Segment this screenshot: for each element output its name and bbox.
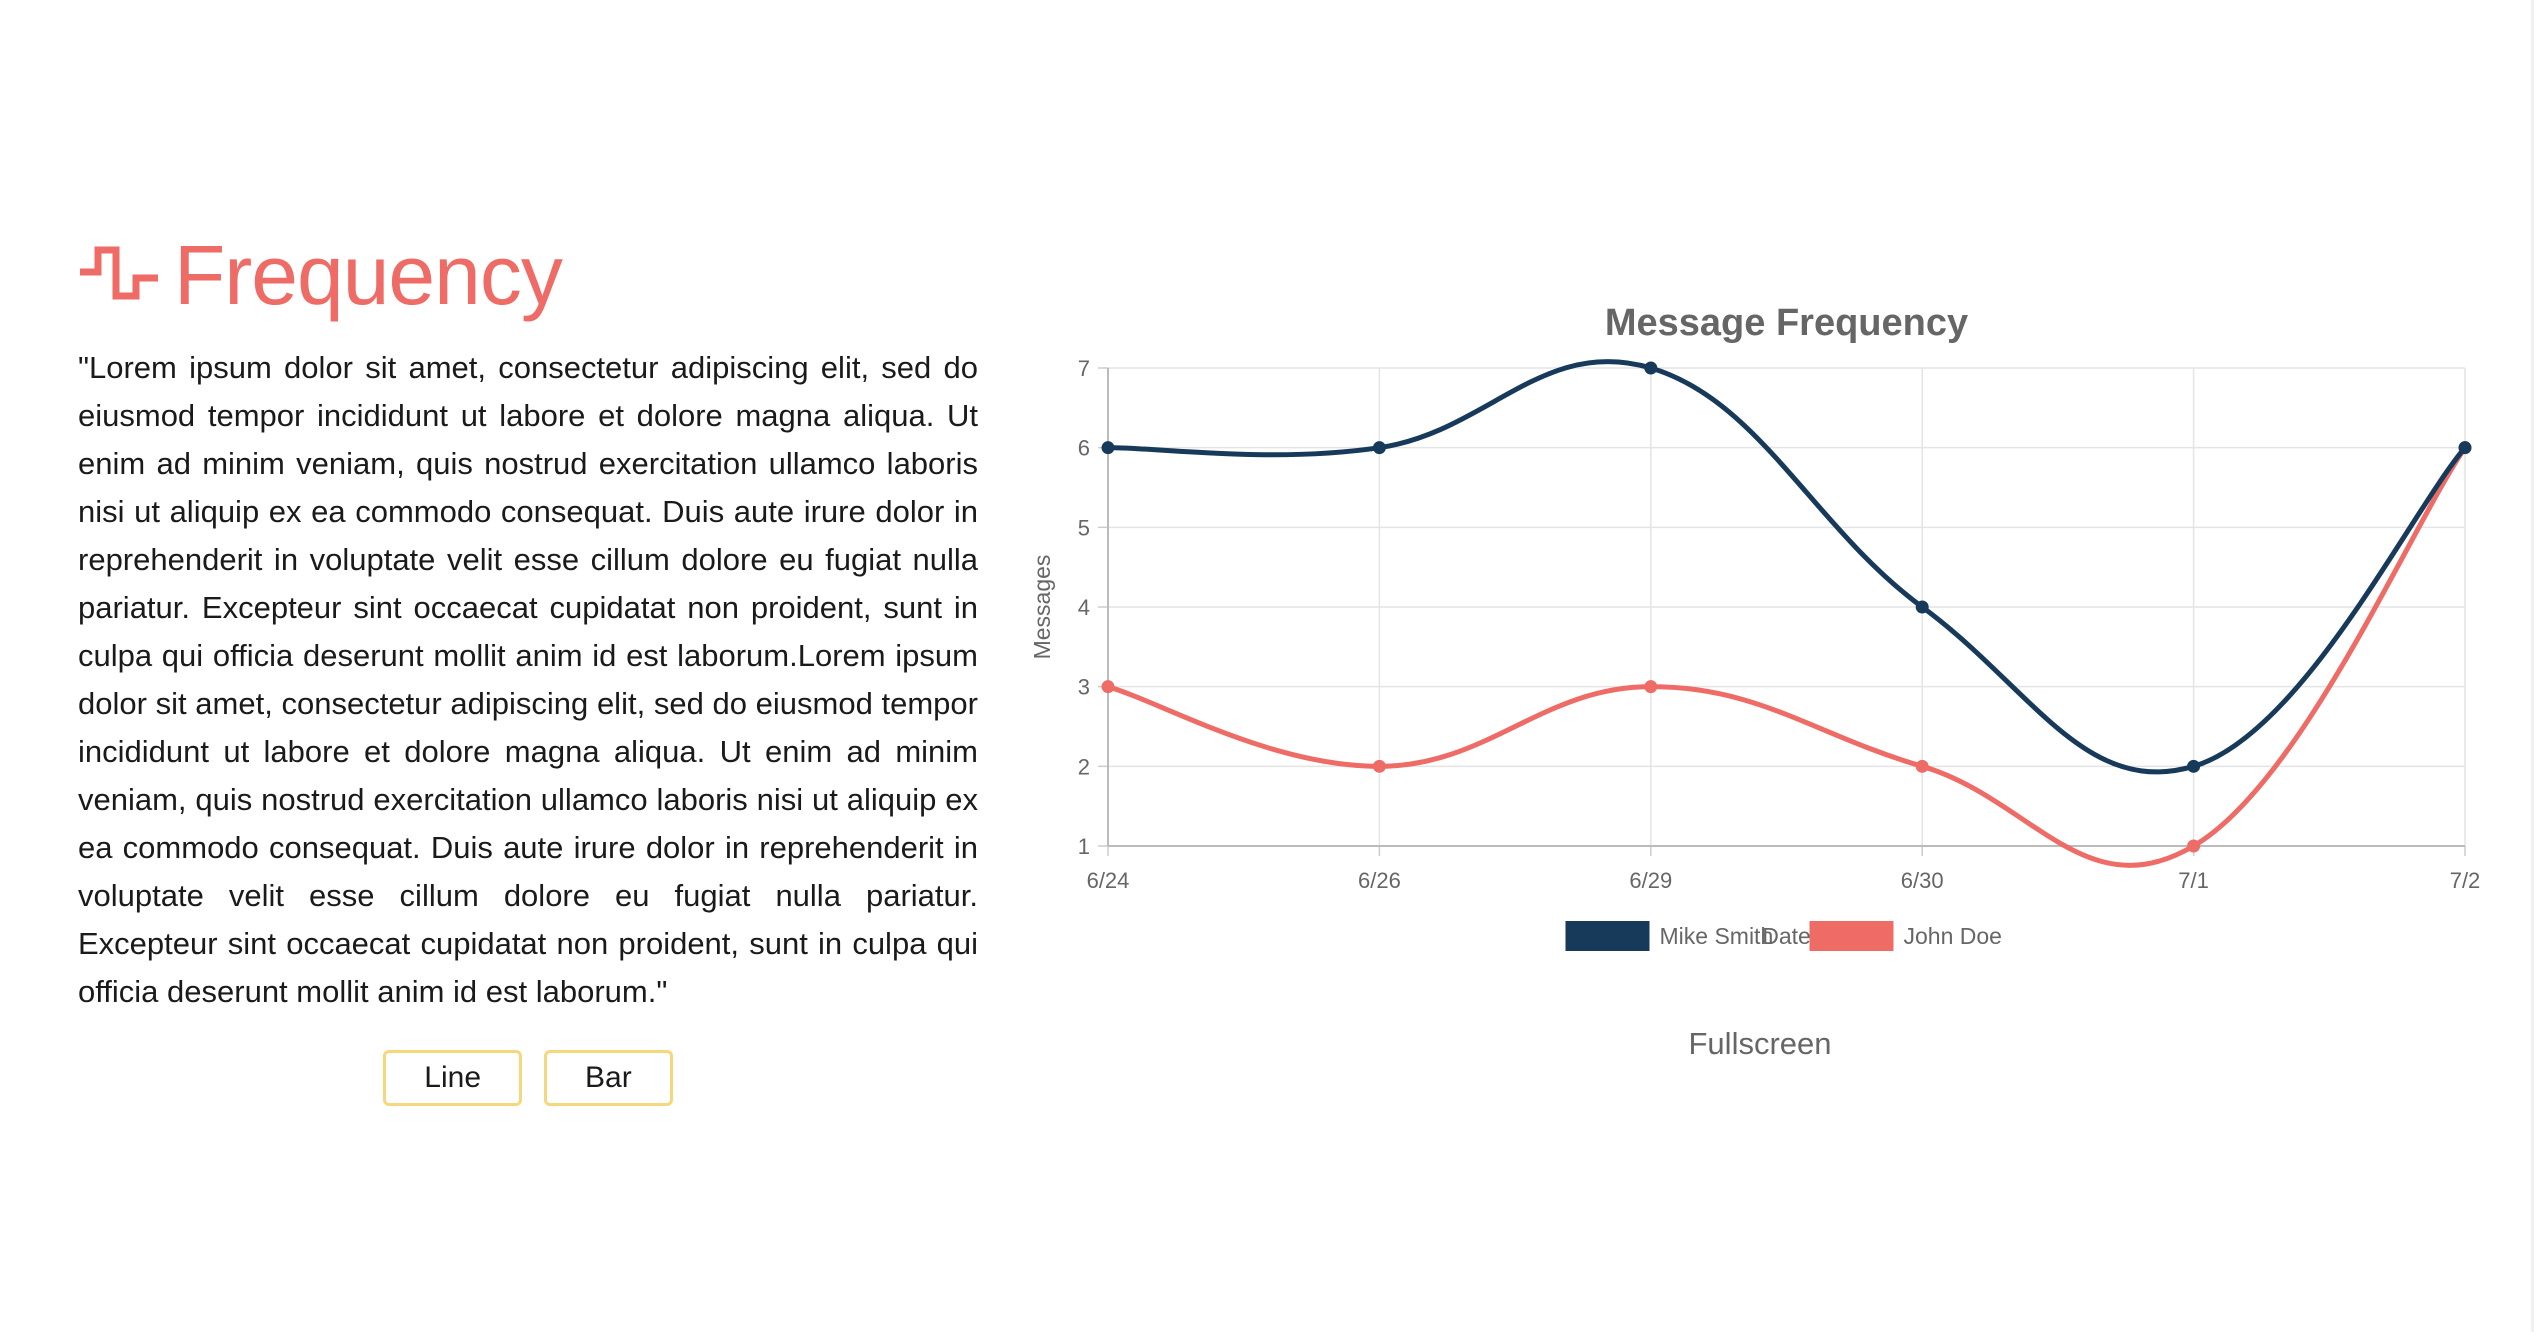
chart-container: Message Frequency 1 2 3 4 5 6 7 6/24 6/26 6/29 6/30…: [1010, 280, 2510, 1100]
scrollbar-edge: [2531, 0, 2534, 1332]
legend-label-mike-smith: Mike Smith: [1660, 923, 1774, 949]
chart-title: Message Frequency: [1605, 302, 1968, 344]
line-button[interactable]: Line: [383, 1050, 523, 1106]
x-tick-label: 7/2: [2450, 868, 2481, 893]
data-point-john-doe: [1372, 759, 1386, 773]
y-axis-label: Messages: [1029, 555, 1055, 660]
series-line-john-doe: [1107, 446, 2468, 868]
y-tick-label: 5: [1078, 515, 1090, 540]
data-point-mike-smith: [1101, 441, 1115, 455]
data-point-john-doe: [1644, 680, 1658, 694]
x-tick-label: 6/29: [1629, 868, 1672, 893]
data-point-john-doe: [1101, 680, 1115, 694]
bar-button[interactable]: Bar: [544, 1050, 673, 1106]
y-tick-label: 2: [1078, 754, 1090, 779]
data-point-john-doe: [2187, 839, 2201, 853]
data-point-mike-smith: [1915, 600, 1929, 614]
series-line-mike-smith: [1107, 359, 2467, 775]
section-heading: Frequency: [78, 220, 978, 330]
data-point-mike-smith: [1372, 441, 1386, 455]
x-axis-label: Date: [1762, 923, 1811, 949]
fullscreen-button[interactable]: Fullscreen: [1688, 1026, 1832, 1061]
y-tick-label: 4: [1078, 595, 1090, 620]
legend-swatch-john-doe: [1809, 921, 1894, 951]
x-tick-label: 6/30: [1901, 868, 1944, 893]
legend-swatch-mike-smith: [1565, 921, 1650, 951]
data-point-mike-smith: [1644, 361, 1658, 375]
x-tick-label: 6/26: [1358, 868, 1401, 893]
y-tick-label: 7: [1078, 356, 1090, 381]
info-panel: Frequency "Lorem ipsum dolor sit amet, c…: [78, 220, 978, 1106]
message-frequency-chart: Message Frequency 1 2 3 4 5 6 7 6/24 6/26 6/29 6/30…: [1029, 302, 2481, 951]
legend-label-john-doe: John Doe: [1904, 923, 2002, 949]
pulse-wave-icon: [78, 238, 174, 313]
y-tick-label: 6: [1078, 436, 1090, 461]
page-title: Frequency: [174, 228, 563, 322]
data-point-john-doe: [1915, 759, 1929, 773]
chart-type-toggle: Line Bar: [78, 1050, 978, 1106]
data-point-mike-smith: [2187, 759, 2201, 773]
x-tick-label: 6/24: [1087, 868, 1130, 893]
description-text: "Lorem ipsum dolor sit amet, consectetur…: [78, 350, 978, 1009]
y-tick-label: 1: [1078, 834, 1090, 859]
data-point-mike-smith: [2458, 441, 2472, 455]
x-tick-label: 7/1: [2178, 868, 2209, 893]
y-tick-label: 3: [1078, 675, 1090, 700]
